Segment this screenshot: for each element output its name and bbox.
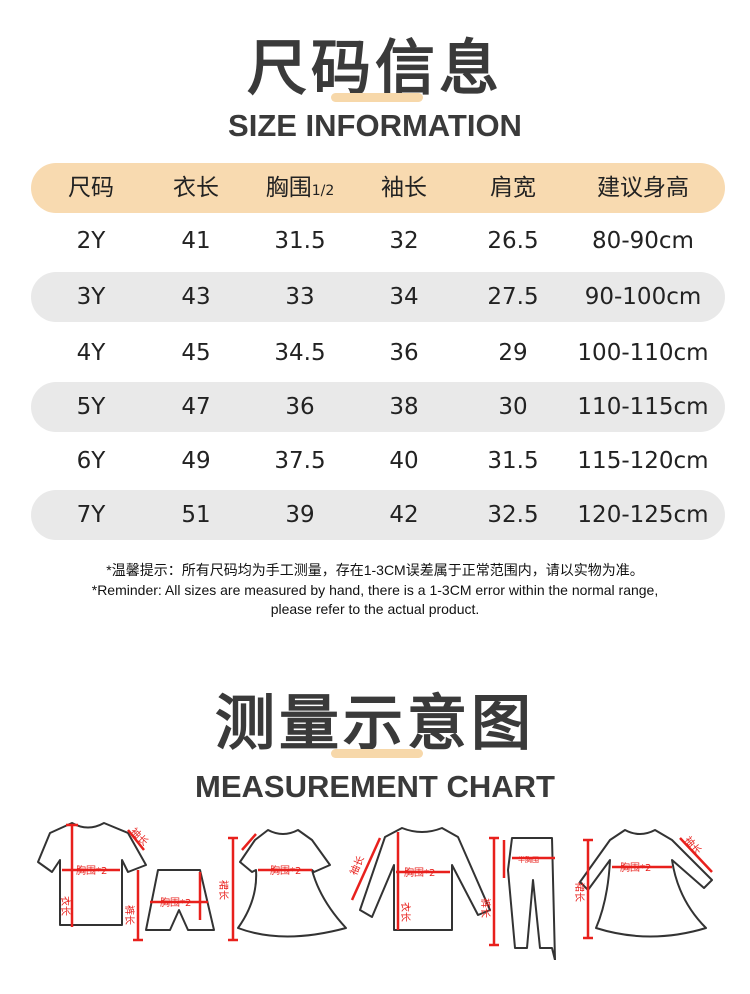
table-row: 2Y 41 31.5 32 26.5 80-90cm — [31, 216, 725, 266]
table-cell: 5Y — [76, 394, 106, 420]
dress-short-sleeve-outline — [237, 829, 347, 938]
table-row: 7Y 51 39 42 32.5 120-125cm — [31, 490, 725, 540]
table-cell: 27.5 — [487, 284, 539, 310]
column-header: 衣长 — [141, 163, 251, 213]
table-cell: 6Y — [76, 448, 106, 474]
column-header-label: 胸围 — [265, 175, 312, 201]
size-info-title-cn: 尺码信息 — [247, 34, 503, 104]
column-header-label: 建议身高 — [597, 175, 689, 201]
table-cell: 31.5 — [487, 448, 539, 474]
dress-long-sleeve-outline — [579, 829, 713, 938]
table-cell: 34.5 — [274, 340, 326, 366]
column-header-label: 尺码 — [68, 175, 114, 201]
table-cell: 90-100cm — [584, 284, 702, 310]
table-cell: 3Y — [76, 284, 106, 310]
table-row: 5Y 47 36 38 30 110-115cm — [31, 382, 725, 432]
size-info-title-en: SIZE INFORMATION — [228, 108, 522, 143]
label-dress-length: 裙长 — [217, 880, 230, 900]
column-header: 袖长 — [349, 163, 459, 213]
measurement-title-en: MEASUREMENT CHART — [195, 769, 555, 804]
label-chest-dress: 胸围*2 — [270, 864, 301, 877]
label-pants-length-2: 裤长 — [479, 898, 492, 918]
table-cell: 7Y — [76, 502, 106, 528]
note-en-line1: *Reminder: All sizes are measured by han… — [91, 582, 659, 598]
column-header: 胸围1/2 — [235, 163, 365, 213]
table-row: 3Y 43 33 34 27.5 90-100cm — [31, 272, 725, 322]
pants-outline — [507, 837, 556, 960]
label-chest-dress-2: 胸围*2 — [620, 861, 651, 874]
label-chest: 胸围*2 — [76, 864, 107, 877]
column-header: 建议身高 — [558, 163, 728, 213]
column-header: 肩宽 — [458, 163, 568, 213]
table-cell: 29 — [498, 340, 528, 366]
label-half-chest: 半胸围 — [518, 855, 539, 864]
table-cell: 47 — [181, 394, 211, 420]
table-cell: 80-90cm — [592, 228, 694, 254]
table-cell: 40 — [389, 448, 419, 474]
table-cell: 41 — [181, 228, 211, 254]
table-cell: 43 — [181, 284, 211, 310]
table-cell: 49 — [181, 448, 211, 474]
label-dress-length-2: 裙长 — [573, 882, 586, 902]
table-cell: 38 — [389, 394, 419, 420]
column-header-label: 袖长 — [381, 175, 427, 201]
table-cell: 4Y — [76, 340, 106, 366]
table-cell: 2Y — [76, 228, 106, 254]
table-row: 4Y 45 34.5 36 29 100-110cm — [31, 328, 725, 378]
table-cell: 32 — [389, 228, 419, 254]
label-chest-shorts: 胸围*2 — [160, 896, 191, 909]
shorts-outline — [145, 869, 215, 931]
measurement-diagrams: 胸围*2 衣长 袖长 胸围*2 裤长 胸围*2 裙长 胸围*2 袖长 衣长 半胸… — [37, 822, 713, 960]
column-header-label: 衣长 — [173, 175, 219, 201]
title-divider — [331, 93, 423, 102]
measurement-title-cn: 测量示意图 — [215, 689, 535, 759]
table-header-row: 尺码 衣长 胸围1/2 袖长 肩宽 建议身高 — [31, 163, 725, 213]
table-cell: 34 — [389, 284, 419, 310]
table-cell: 39 — [285, 502, 315, 528]
long-sleeve-top-outline — [359, 827, 491, 931]
table-cell: 115-120cm — [577, 448, 709, 474]
table-cell: 51 — [181, 502, 211, 528]
table-cell: 26.5 — [487, 228, 539, 254]
note-cn: *温馨提示：所有尺码均为手工测量，存在1-3CM误差属于正常范围内，请以实物为准… — [106, 562, 644, 578]
label-chest-top: 胸围*2 — [404, 866, 435, 879]
table-cell: 110-115cm — [577, 394, 709, 420]
table-cell: 42 — [389, 502, 419, 528]
table-cell: 32.5 — [487, 502, 539, 528]
table-cell: 45 — [181, 340, 211, 366]
label-length-top: 衣长 — [399, 902, 412, 922]
table-row: 6Y 49 37.5 40 31.5 115-120cm — [31, 436, 725, 486]
table-cell: 31.5 — [274, 228, 326, 254]
table-cell: 30 — [498, 394, 528, 420]
note-en-line2: please refer to the actual product. — [270, 601, 480, 617]
table-cell: 36 — [285, 394, 315, 420]
title-divider-2 — [331, 749, 423, 758]
column-header: 尺码 — [36, 163, 146, 213]
label-length: 衣长 — [59, 896, 72, 916]
column-header-label: 肩宽 — [490, 175, 536, 201]
table-cell: 100-110cm — [577, 340, 709, 366]
table-cell: 120-125cm — [577, 502, 709, 528]
label-pants-length: 裤长 — [123, 905, 136, 925]
table-cell: 36 — [389, 340, 419, 366]
table-cell: 33 — [285, 284, 315, 310]
table-cell: 37.5 — [274, 448, 326, 474]
chest-half-suffix: 1/2 — [311, 183, 335, 199]
